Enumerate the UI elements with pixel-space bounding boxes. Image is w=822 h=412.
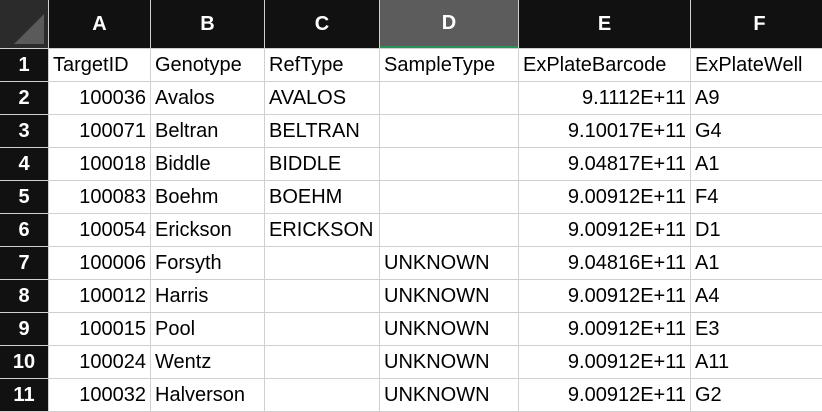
cell-header-reftype[interactable]: RefType — [265, 49, 379, 81]
cell-reftype[interactable]: BIDDLE — [265, 148, 379, 180]
cell-explatewell[interactable]: G4 — [691, 115, 822, 147]
cell-targetid[interactable]: 100036 — [49, 82, 150, 114]
cell-reftype[interactable] — [265, 280, 379, 312]
cell-header-explatewell[interactable]: ExPlateWell — [691, 49, 822, 81]
cell-sampletype[interactable]: UNKNOWN — [380, 247, 518, 279]
cell-genotype[interactable]: Avalos — [151, 82, 264, 114]
cell-targetid[interactable]: 100012 — [49, 280, 150, 312]
cell-explatebarcode[interactable]: 9.00912E+11 — [519, 181, 690, 213]
cell-explatewell[interactable]: F4 — [691, 181, 822, 213]
cell-sampletype[interactable] — [380, 115, 518, 147]
cell-sampletype[interactable] — [380, 214, 518, 246]
row-header[interactable]: 8 — [0, 280, 48, 312]
row-header[interactable]: 1 — [0, 49, 48, 81]
cell-reftype[interactable]: AVALOS — [265, 82, 379, 114]
cell-genotype[interactable]: Harris — [151, 280, 264, 312]
cell-explatewell[interactable]: E3 — [691, 313, 822, 345]
column-header-e[interactable]: E — [519, 0, 690, 48]
cell-sampletype[interactable]: UNKNOWN — [380, 280, 518, 312]
column-header-b[interactable]: B — [151, 0, 264, 48]
cell-genotype[interactable]: Beltran — [151, 115, 264, 147]
cell-explatebarcode[interactable]: 9.00912E+11 — [519, 346, 690, 378]
cell-explatebarcode[interactable]: 9.00912E+11 — [519, 313, 690, 345]
cell-reftype[interactable]: BELTRAN — [265, 115, 379, 147]
cell-targetid[interactable]: 100018 — [49, 148, 150, 180]
cell-explatewell[interactable]: A1 — [691, 247, 822, 279]
cell-targetid[interactable]: 100024 — [49, 346, 150, 378]
row-header[interactable]: 5 — [0, 181, 48, 213]
cell-explatewell[interactable]: A1 — [691, 148, 822, 180]
cell-reftype[interactable] — [265, 346, 379, 378]
cell-genotype[interactable]: Wentz — [151, 346, 264, 378]
cell-header-genotype[interactable]: Genotype — [151, 49, 264, 81]
column-header-d[interactable]: D — [380, 0, 518, 48]
cell-explatewell[interactable]: G2 — [691, 379, 822, 411]
cell-targetid[interactable]: 100071 — [49, 115, 150, 147]
cell-header-sampletype[interactable]: SampleType — [380, 49, 518, 81]
select-all-corner[interactable] — [0, 0, 48, 48]
cell-reftype[interactable]: ERICKSON — [265, 214, 379, 246]
cell-reftype[interactable] — [265, 379, 379, 411]
cell-sampletype[interactable] — [380, 181, 518, 213]
cell-explatebarcode[interactable]: 9.04817E+11 — [519, 148, 690, 180]
cell-sampletype[interactable]: UNKNOWN — [380, 379, 518, 411]
cell-sampletype[interactable]: UNKNOWN — [380, 313, 518, 345]
cell-sampletype[interactable] — [380, 148, 518, 180]
row-header[interactable]: 11 — [0, 379, 48, 411]
cell-sampletype[interactable] — [380, 82, 518, 114]
cell-targetid[interactable]: 100083 — [49, 181, 150, 213]
cell-header-explatebarcode[interactable]: ExPlateBarcode — [519, 49, 690, 81]
cell-explatebarcode[interactable]: 9.04816E+11 — [519, 247, 690, 279]
cell-explatebarcode[interactable]: 9.00912E+11 — [519, 379, 690, 411]
cell-explatewell[interactable]: D1 — [691, 214, 822, 246]
cell-explatebarcode[interactable]: 9.10017E+11 — [519, 115, 690, 147]
cell-targetid[interactable]: 100006 — [49, 247, 150, 279]
row-header[interactable]: 9 — [0, 313, 48, 345]
column-header-a[interactable]: A — [49, 0, 150, 48]
row-header[interactable]: 10 — [0, 346, 48, 378]
cell-genotype[interactable]: Forsyth — [151, 247, 264, 279]
cell-explatewell[interactable]: A11 — [691, 346, 822, 378]
column-header-c[interactable]: C — [265, 0, 379, 48]
cell-targetid[interactable]: 100032 — [49, 379, 150, 411]
cell-explatewell[interactable]: A4 — [691, 280, 822, 312]
row-header[interactable]: 6 — [0, 214, 48, 246]
cell-genotype[interactable]: Boehm — [151, 181, 264, 213]
cell-header-targetid[interactable]: TargetID — [49, 49, 150, 81]
row-header[interactable]: 2 — [0, 82, 48, 114]
row-header[interactable]: 3 — [0, 115, 48, 147]
cell-explatebarcode[interactable]: 9.1112E+11 — [519, 82, 690, 114]
cell-explatewell[interactable]: A9 — [691, 82, 822, 114]
cell-targetid[interactable]: 100015 — [49, 313, 150, 345]
cell-reftype[interactable] — [265, 313, 379, 345]
cell-targetid[interactable]: 100054 — [49, 214, 150, 246]
row-header[interactable]: 4 — [0, 148, 48, 180]
cell-reftype[interactable] — [265, 247, 379, 279]
select-all-icon — [14, 14, 44, 44]
cell-genotype[interactable]: Biddle — [151, 148, 264, 180]
column-header-f[interactable]: F — [691, 0, 822, 48]
row-header[interactable]: 7 — [0, 247, 48, 279]
cell-explatebarcode[interactable]: 9.00912E+11 — [519, 280, 690, 312]
cell-genotype[interactable]: Pool — [151, 313, 264, 345]
cell-reftype[interactable]: BOEHM — [265, 181, 379, 213]
cell-explatebarcode[interactable]: 9.00912E+11 — [519, 214, 690, 246]
cell-genotype[interactable]: Halverson — [151, 379, 264, 411]
cell-sampletype[interactable]: UNKNOWN — [380, 346, 518, 378]
cell-genotype[interactable]: Erickson — [151, 214, 264, 246]
